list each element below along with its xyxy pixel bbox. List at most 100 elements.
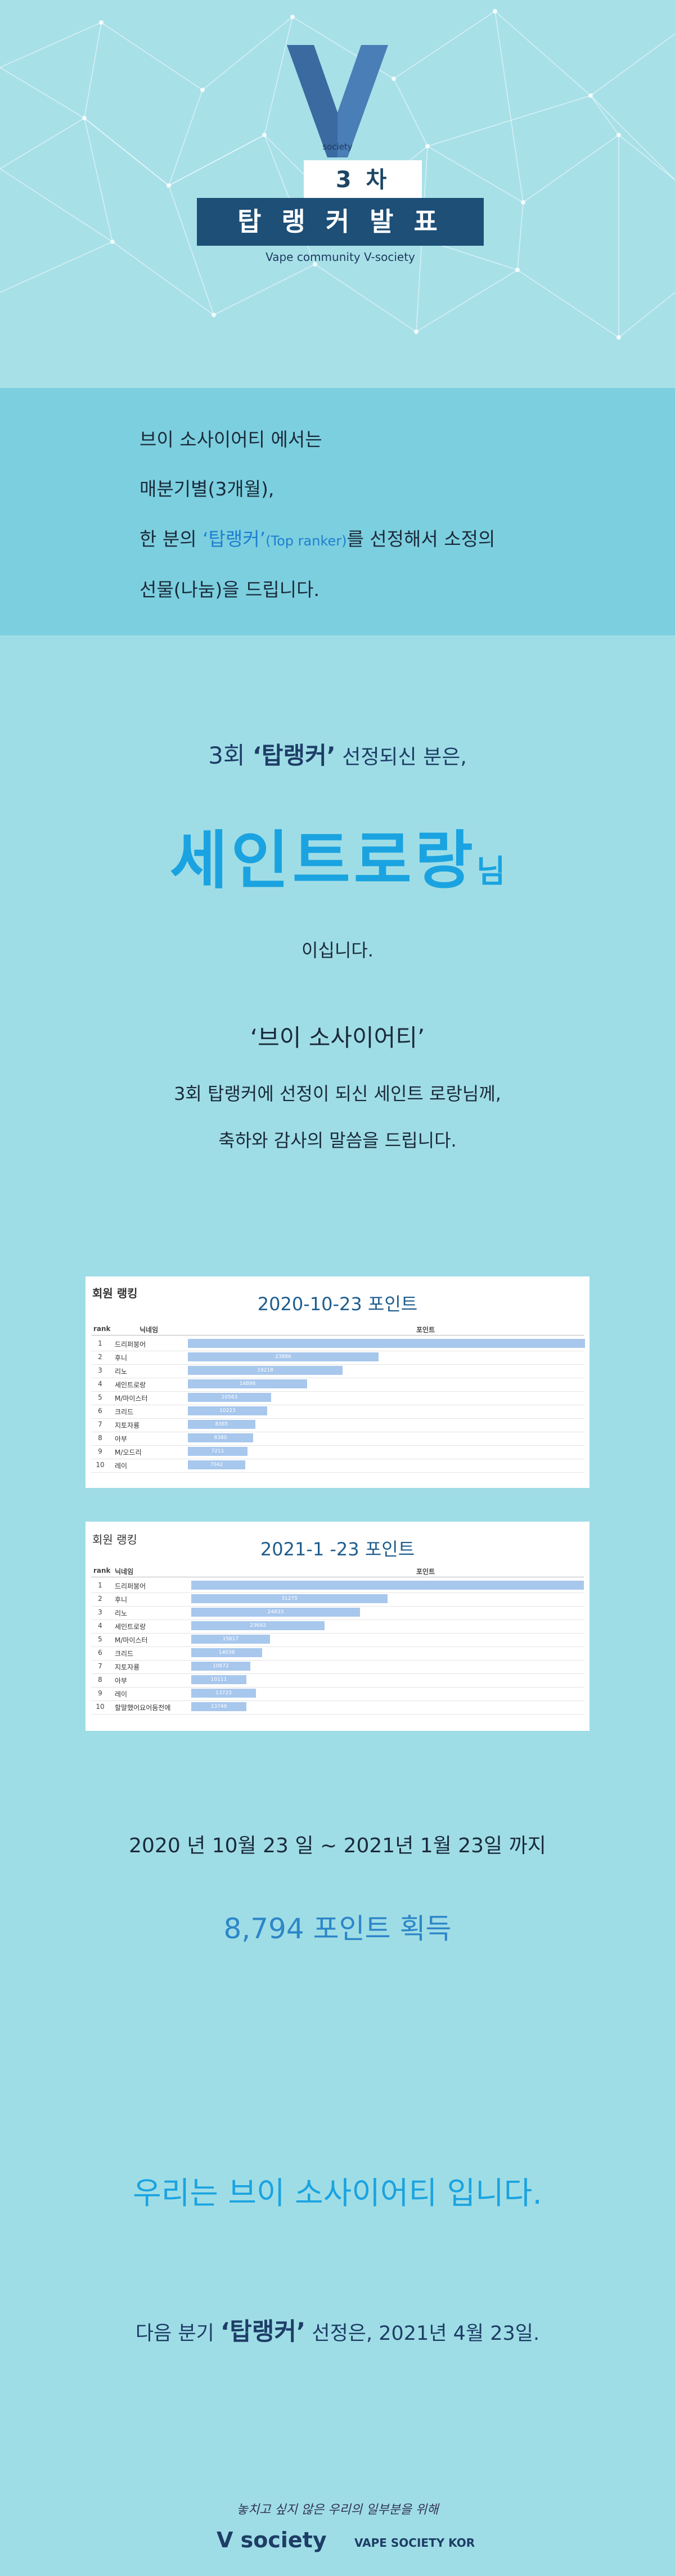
next-highlight: ‘탑랭커’ [220, 2318, 306, 2346]
ranking-1-col-rank: rank [93, 1325, 111, 1333]
row-divider [91, 1700, 584, 1701]
ranking-1-label: 회원 랭킹 [92, 1287, 138, 1300]
rank-cell: 9 [98, 1689, 102, 1697]
winner-name: 세인트로랑 [169, 824, 476, 897]
header-subtitle: Vape community V-society [266, 250, 415, 264]
points-bar [188, 1393, 271, 1402]
points-bar [188, 1406, 267, 1415]
row-divider [91, 1714, 584, 1715]
nickname-cell: M/마이스터 [115, 1395, 148, 1402]
nickname-cell: 아부 [115, 1435, 128, 1443]
nickname-cell: 레이 [115, 1690, 128, 1698]
selection-post: 선정되신 분은, [335, 746, 467, 769]
rank-cell: 7 [98, 1420, 102, 1428]
rank-cell: 3 [98, 1366, 102, 1374]
row-divider [91, 1606, 584, 1607]
points-bar [191, 1702, 246, 1711]
points-value: 23886 [275, 1354, 291, 1360]
selection-highlight: ‘탑랭커’ [252, 742, 336, 769]
points-value: 10111 [210, 1677, 227, 1682]
intro-line-4: 선물(나눔)을 드립니다. [140, 579, 320, 601]
intro-line-3: 한 분의 ‘탑랭커’(Top ranker)를 선정해서 소정의 [140, 524, 495, 551]
nickname-cell: 크리드 [115, 1650, 134, 1658]
points-value: 10223 [219, 1408, 236, 1414]
row-divider [91, 1673, 584, 1674]
points-earned: 8,794 포인트 획득 [223, 1912, 452, 1945]
rank-cell: 9 [98, 1447, 102, 1455]
rank-cell: 4 [98, 1622, 102, 1630]
ranking-1-header-divider [91, 1335, 584, 1336]
row-divider [91, 1418, 584, 1419]
header-banner [0, 0, 675, 388]
next-selection: 다음 분기 ‘탑랭커’ 선정은, 2021년 4월 23일. [0, 2312, 675, 2347]
intro-line-3-small: (Top ranker) [266, 533, 347, 549]
points-value: 13749 [210, 1704, 227, 1709]
nickname-cell: 지토자룡 [115, 1422, 140, 1429]
points-value: 10563 [221, 1395, 238, 1400]
ranking-2-col-rank: rank [93, 1567, 111, 1575]
row-divider [91, 1646, 584, 1647]
row-divider [91, 1445, 584, 1446]
nickname-cell: 리노 [115, 1609, 128, 1617]
points-bar [191, 1689, 256, 1698]
row-divider [91, 1660, 584, 1661]
points-bar [188, 1460, 245, 1469]
points-value: 10672 [213, 1663, 229, 1669]
points-value: 19218 [257, 1368, 273, 1373]
brand-quote: ‘브이 소사이어티’ [250, 1024, 425, 1052]
ranking-2-title: 2021-1 -23 포인트 [260, 1539, 415, 1560]
points-bar [191, 1581, 584, 1590]
row-divider [91, 1364, 584, 1365]
row-divider [91, 1633, 584, 1634]
page-title: 탑 랭 커 발 표 [237, 206, 443, 237]
rank-cell: 8 [98, 1434, 102, 1442]
winner-name-line: 세인트로랑님 [0, 810, 675, 901]
rank-cell: 7 [98, 1662, 102, 1670]
row-divider [91, 1391, 584, 1392]
points-bar [191, 1621, 325, 1630]
nickname-cell: 리노 [115, 1368, 128, 1375]
rank-cell: 2 [98, 1353, 102, 1361]
nickname-cell: 세인트로랑 [115, 1623, 146, 1631]
footer-logo-sub: VAPE SOCIETY KOR [354, 2536, 475, 2550]
rank-cell: 4 [98, 1380, 102, 1388]
ranking-2-label: 회원 랭킹 [92, 1533, 137, 1546]
intro-band [0, 388, 675, 635]
footer-logo: V society [217, 2528, 327, 2552]
rank-cell: 10 [96, 1703, 105, 1711]
rank-cell: 10 [96, 1461, 105, 1469]
next-post: 선정은, 2021년 4월 23일. [305, 2322, 540, 2345]
round-box [304, 160, 422, 200]
ranking-2-col-points: 포인트 [416, 1568, 435, 1576]
points-bar [188, 1433, 253, 1442]
points-bar [191, 1635, 270, 1644]
nickname-cell: M/오드리 [115, 1449, 142, 1456]
intro-line-2: 매분기별(3개월), [140, 478, 274, 500]
points-bar [188, 1420, 255, 1429]
points-bar [191, 1662, 250, 1671]
points-bar [191, 1675, 246, 1684]
rank-cell: 6 [98, 1649, 102, 1657]
rank-cell: 1 [98, 1339, 102, 1347]
nickname-cell: 드리퍼붕어 [115, 1341, 146, 1348]
points-value: 13723 [215, 1690, 232, 1696]
v-logo-icon [287, 45, 388, 157]
nickname-cell: 후니 [115, 1354, 128, 1362]
points-bar [191, 1594, 388, 1603]
rank-cell: 6 [98, 1407, 102, 1415]
points-bar [188, 1352, 379, 1361]
nickname-cell: 세인트로랑 [115, 1381, 146, 1389]
ranking-1-col-name: 닉네임 [140, 1326, 159, 1334]
row-divider [91, 1619, 584, 1620]
rank-cell: 2 [98, 1595, 102, 1603]
row-divider [91, 1687, 584, 1688]
ranking-1-col-points: 포인트 [416, 1326, 435, 1334]
period-text: 2020 년 10월 23 일 ~ 2021년 1월 23일 까지 [129, 1834, 546, 1857]
rank-cell: 8 [98, 1676, 102, 1684]
ranking-2-col-name: 닉네임 [115, 1568, 134, 1576]
congrats-line-1: 3회 탑랭커에 선정이 되신 세인트 로랑님께, [174, 1083, 501, 1104]
motto-text: 우리는 브이 소사이어티 입니다. [133, 2175, 542, 2211]
logo-society-text: society [322, 142, 353, 152]
selection-line: 3회 ‘탑랭커’ 선정되신 분은, [0, 737, 675, 771]
ranking-card-2 [86, 1522, 590, 1731]
